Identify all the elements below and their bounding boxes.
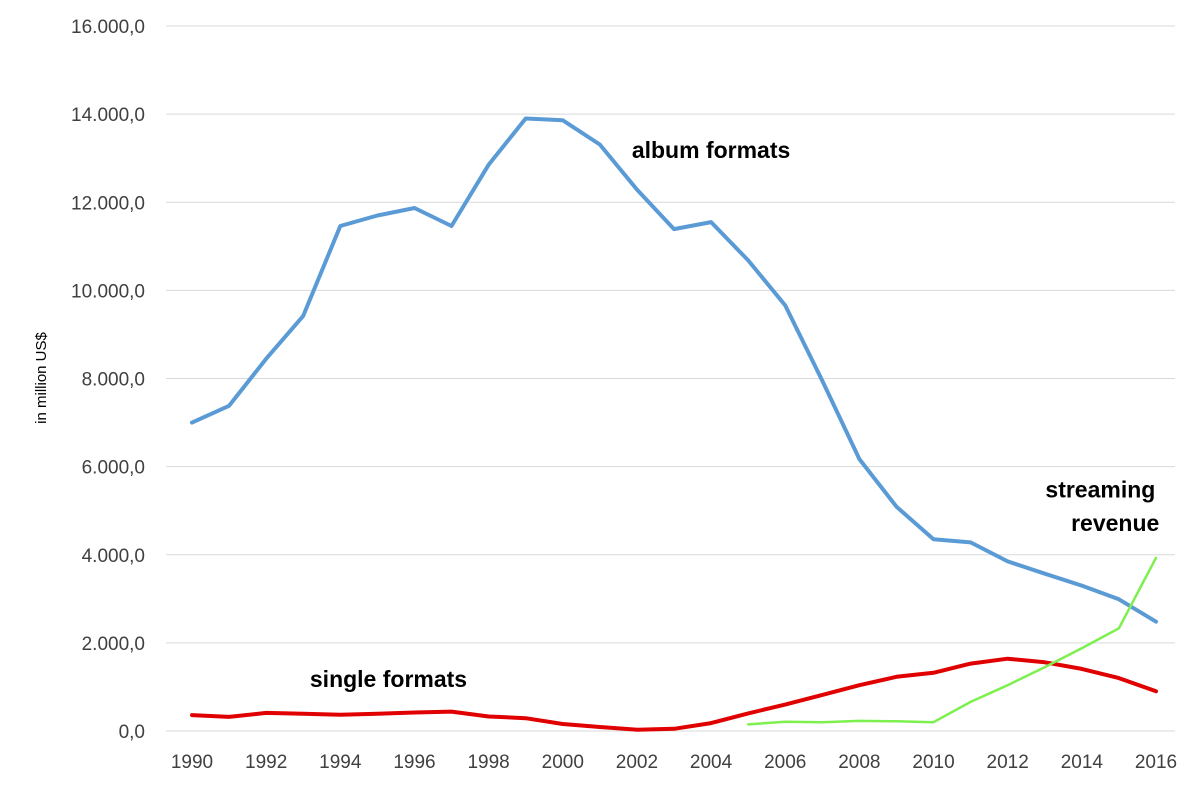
y-tick-label: 12.000,0 — [71, 193, 145, 214]
x-tick-label: 2014 — [1061, 752, 1104, 773]
annotation-label: streaming — [1045, 476, 1155, 502]
y-tick-label: 16.000,0 — [71, 17, 145, 38]
series-line-album-formats — [190, 116, 1158, 624]
x-tick-label: 2010 — [912, 752, 954, 773]
y-tick-label: 2.000,0 — [82, 634, 145, 655]
x-tick-label: 2006 — [764, 752, 806, 773]
y-tick-label: 10.000,0 — [71, 281, 145, 302]
annotation-label: album formats — [632, 137, 790, 163]
x-tick-label: 2012 — [987, 752, 1029, 773]
y-tick-label: 4.000,0 — [82, 546, 145, 567]
x-tick-label: 1996 — [393, 752, 435, 773]
series-line-streaming-revenue — [746, 556, 1158, 726]
annotation-label: revenue — [1071, 510, 1159, 536]
annotations: album formats single formats streaming reve… — [310, 137, 1159, 692]
gridlines — [166, 25, 1175, 732]
y-tick-label: 0,0 — [119, 722, 145, 743]
x-tick-label: 1990 — [171, 752, 213, 773]
x-tick-label: 2016 — [1135, 752, 1177, 773]
x-tick-label: 1998 — [467, 752, 509, 773]
series-lines — [190, 116, 1158, 732]
y-tick-label: 8.000,0 — [82, 370, 145, 391]
x-tick-label: 1992 — [245, 752, 287, 773]
x-tick-label: 2008 — [838, 752, 880, 773]
y-axis-label: in million US$ — [33, 331, 50, 423]
y-axis-ticks: 0,0 2.000,0 4.000,0 6.000,0 8.000,0 10.000,0 1… — [71, 17, 145, 743]
y-tick-label: 6.000,0 — [82, 458, 145, 479]
y-tick-label: 14.000,0 — [71, 105, 145, 126]
x-axis-ticks: 1990 1992 1994 1996 1998 2000 2002 2004 2006 2008… — [171, 752, 1177, 773]
x-tick-label: 2002 — [616, 752, 658, 773]
series-line-single-formats — [190, 656, 1158, 732]
annotation-label: single formats — [310, 666, 467, 692]
x-tick-label: 2004 — [690, 752, 733, 773]
x-tick-label: 2000 — [542, 752, 584, 773]
x-tick-label: 1994 — [319, 752, 362, 773]
